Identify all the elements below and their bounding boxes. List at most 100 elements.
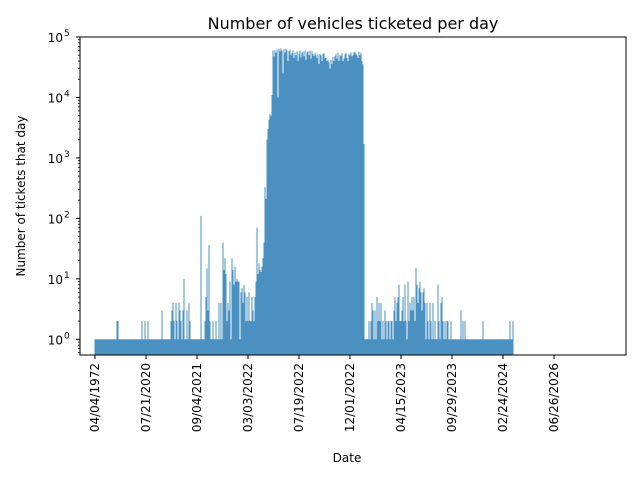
bar [168,339,170,355]
bar [380,302,382,355]
bar [316,57,318,355]
bar [176,321,178,355]
bar [488,339,490,355]
bar [493,339,495,355]
bar [191,339,193,355]
bar [484,339,486,355]
y-tick-exponent: 1 [64,271,70,281]
bar [308,55,310,355]
bar [312,54,314,356]
bar [199,339,201,355]
bar [250,321,252,355]
bar [229,281,231,355]
bar [146,339,148,355]
chart-title: Number of vehicles ticketed per day [208,14,499,33]
bar [234,266,236,355]
bar [436,339,438,355]
bar [283,49,285,355]
bar [414,321,416,355]
bar [222,242,224,355]
bar [232,270,234,355]
bar [103,339,105,355]
bar [323,53,325,356]
bar [375,339,377,355]
bar [506,339,508,355]
bar [101,339,103,355]
bar [465,339,467,355]
bar [185,339,187,355]
bar [460,310,462,355]
bar [388,321,390,355]
bar [393,310,395,355]
bar [413,297,415,355]
bar [434,321,436,355]
bar [335,54,337,356]
bar [245,321,247,355]
bar [277,97,279,356]
bar [252,310,254,355]
bar [123,339,125,355]
bar [450,321,452,355]
bar [357,57,359,355]
bar [328,62,330,355]
bar [159,339,161,355]
bar [342,61,344,356]
bar [362,64,364,355]
bar [181,339,183,355]
bar [397,297,399,355]
bar [427,321,429,355]
bar [449,339,451,355]
bar [247,321,249,355]
bar [174,339,176,355]
bar [502,339,504,355]
bar [158,339,160,355]
bar [246,297,248,355]
y-tick-label: 10 [48,273,63,287]
bar [177,339,179,355]
bar [467,339,469,355]
bar [207,310,209,355]
x-tick-label: 07/21/2020 [139,363,153,432]
bar [318,63,320,355]
bar [490,339,492,355]
y-tick-label: 10 [48,333,63,347]
bar [137,339,139,355]
bar [290,55,292,355]
bar [510,339,512,355]
bar [139,339,141,355]
bar [341,53,343,356]
bars [94,48,514,356]
bar [354,52,356,355]
bar [98,339,100,355]
bar [387,321,389,355]
bar [379,321,381,355]
bar [163,339,165,355]
bar [211,339,213,355]
bar [198,339,200,355]
bar [426,302,428,355]
bar [340,56,342,356]
y-tick-label: 10 [48,212,63,226]
bar [483,339,485,355]
bar [399,321,401,355]
bar [131,339,133,355]
bar [410,310,412,355]
bar [305,59,307,355]
bar [241,288,243,355]
bar [329,68,331,356]
bar [225,274,227,355]
bar [167,339,169,355]
bar [473,339,475,355]
bar [236,278,238,355]
bar [395,321,397,355]
bar [378,302,380,355]
bar [122,339,124,355]
bar [127,339,129,355]
bar [260,271,262,355]
bar [306,52,308,355]
x-tick-label: 09/29/2023 [445,363,459,432]
bar [349,55,351,355]
bar [208,245,210,355]
bar [495,339,497,355]
